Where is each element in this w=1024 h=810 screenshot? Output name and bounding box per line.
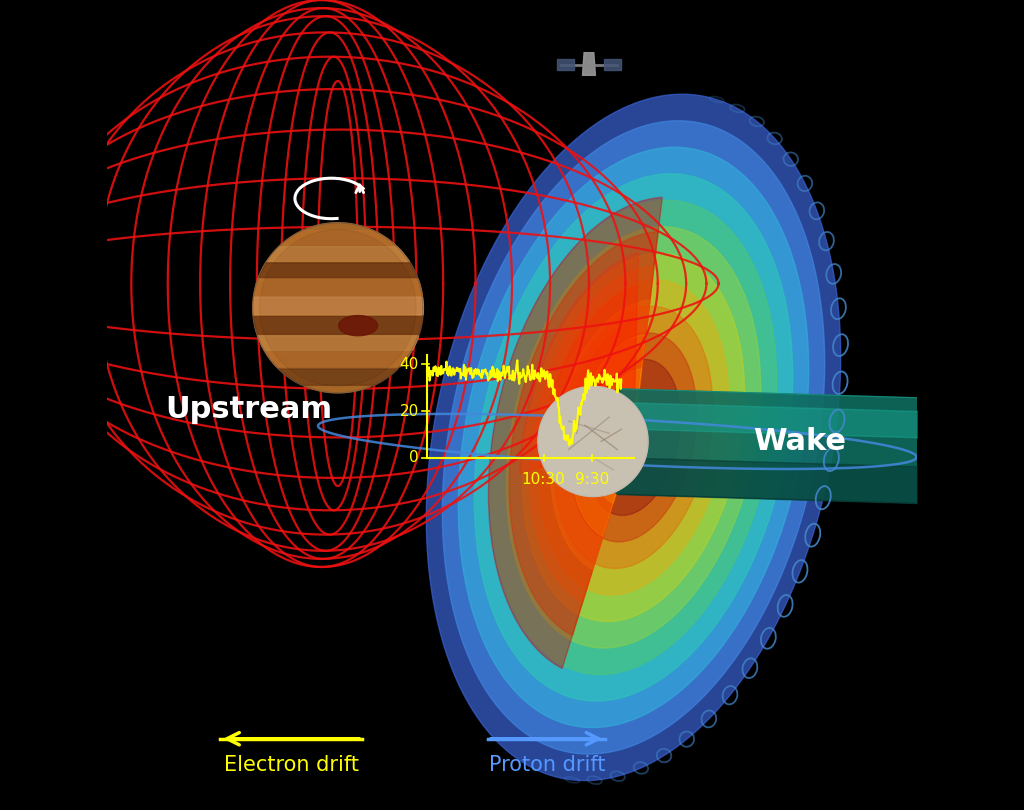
Polygon shape (603, 59, 622, 70)
Polygon shape (617, 389, 957, 505)
Text: Wake: Wake (753, 427, 846, 456)
Polygon shape (459, 147, 809, 727)
Polygon shape (442, 121, 824, 754)
Polygon shape (253, 223, 423, 393)
Text: 0: 0 (410, 450, 419, 465)
Polygon shape (570, 333, 696, 542)
Polygon shape (529, 266, 654, 603)
Polygon shape (583, 53, 595, 75)
Polygon shape (507, 227, 761, 648)
Polygon shape (474, 174, 793, 701)
Polygon shape (608, 396, 638, 477)
Text: Electron drift: Electron drift (224, 756, 359, 775)
Polygon shape (490, 200, 776, 675)
Polygon shape (522, 254, 744, 621)
Polygon shape (253, 223, 423, 393)
Polygon shape (587, 360, 681, 515)
Ellipse shape (339, 316, 378, 335)
Polygon shape (426, 94, 841, 781)
Polygon shape (554, 306, 713, 569)
Text: Proton drift: Proton drift (488, 756, 605, 775)
Text: 40: 40 (399, 357, 419, 372)
Polygon shape (541, 286, 638, 467)
Polygon shape (571, 335, 646, 536)
Polygon shape (557, 59, 574, 70)
Text: 10:30: 10:30 (521, 472, 565, 488)
Polygon shape (519, 252, 638, 474)
Polygon shape (488, 198, 663, 668)
Polygon shape (260, 229, 416, 386)
Polygon shape (551, 301, 650, 569)
Text: Upstream: Upstream (165, 394, 333, 424)
Ellipse shape (610, 389, 625, 494)
Polygon shape (592, 369, 642, 503)
Polygon shape (539, 280, 729, 595)
Polygon shape (509, 232, 658, 635)
Polygon shape (538, 386, 648, 497)
Text: 9:30: 9:30 (575, 472, 609, 488)
Text: 20: 20 (399, 403, 419, 419)
Polygon shape (561, 319, 637, 461)
